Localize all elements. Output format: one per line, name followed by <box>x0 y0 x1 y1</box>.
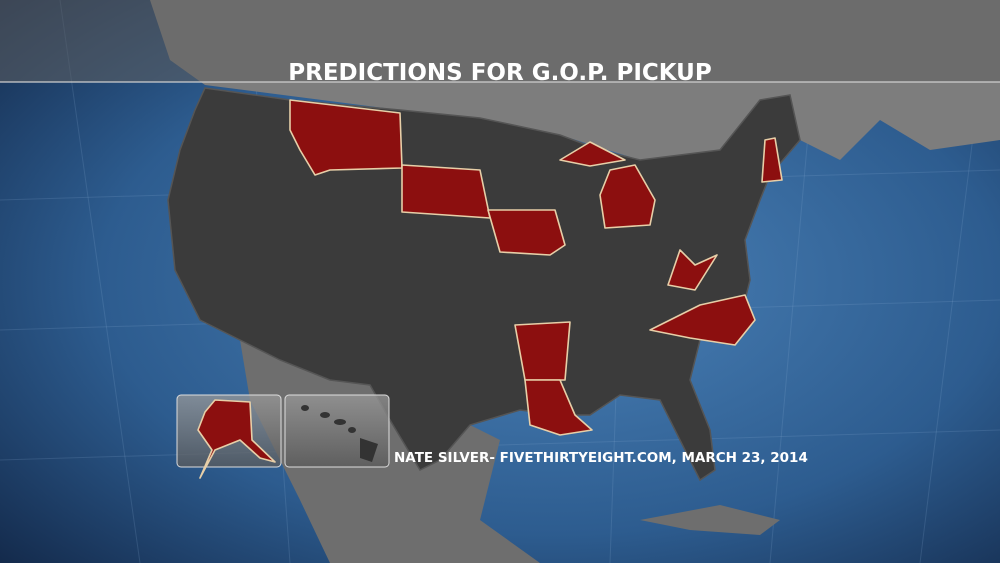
state-shape <box>524 379 593 436</box>
state-shape <box>197 399 276 479</box>
cuba <box>640 505 780 535</box>
state-shape <box>401 164 491 219</box>
state-shape <box>667 249 718 291</box>
state-shape <box>761 137 783 183</box>
credit: NATE SILVER- FIVETHIRTYEIGHT.COM, MARCH … <box>394 450 808 466</box>
state-shape <box>559 141 626 167</box>
title-band <box>0 0 1000 82</box>
state-shape <box>514 321 571 381</box>
title: PREDICTIONS FOR G.O.P. PICKUP <box>288 60 711 86</box>
state-shape <box>487 209 566 256</box>
state-shape <box>289 99 403 176</box>
hawaii-islands <box>301 405 378 462</box>
state-shape <box>649 294 756 346</box>
highlighted-states <box>289 99 783 436</box>
state-shape <box>599 164 656 229</box>
